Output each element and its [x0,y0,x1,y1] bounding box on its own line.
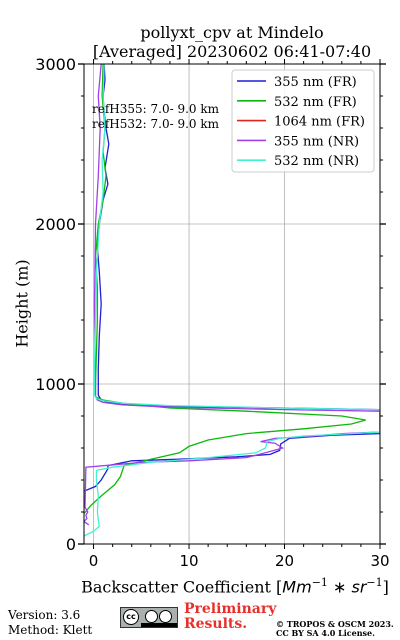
x-tick-label: 30 [370,552,389,570]
chart-subtitle: [Averaged] 20230602 06:41-07:40 [92,42,372,61]
legend-label: 355 nm (FR) [274,75,357,90]
preliminary-notice: Preliminary Results. [184,601,277,632]
chart-title: pollyxt_cpv at Mindelo [140,23,324,42]
legend: 355 nm (FR) 532 nm (FR) 1064 nm (FR) 355 nm… [231,69,375,173]
reference-height-annotation: refH532: 7.0- 9.0 km [92,117,220,131]
legend-label: 1064 nm (FR) [274,115,365,130]
reference-height-annotation: refH355: 7.0- 9.0 km [92,102,220,116]
x-axis-label: Backscatter Coefficient [Mm−1 ∗ sr−1] [81,576,389,597]
cc-by-sa-badge-icon: cc [120,607,178,628]
x-tick-label: 20 [275,552,294,570]
legend-label: 532 nm (FR) [274,95,357,110]
series-line-355-nm-fr- [84,64,380,492]
legend-box [231,69,375,173]
plot-frame [83,63,381,545]
series-lines [84,64,380,537]
x-tick-label: 0 [89,552,99,570]
legend-label: 355 nm (NR) [274,134,359,149]
axis-ticks [78,59,386,549]
y-tick-label: 1000 [35,375,76,394]
x-tick-label: 10 [179,552,198,570]
version-text: Version: 3.6 [8,608,81,622]
copyright-notice: © TROPOS & OSCM 2023. CC BY SA 4.0 Licens… [276,619,394,638]
y-tick-label: 3000 [35,55,76,74]
method-text: Method: Klett [8,623,93,637]
tick-labels: 0 10 20 30 0 1000 2000 3000 [35,55,389,570]
y-axis-label: Height (m) [12,259,32,348]
y-tick-label: 2000 [35,215,76,234]
legend-label: 532 nm (NR) [274,154,359,169]
y-tick-label: 0 [66,535,76,554]
series-line-532-nm-nr- [84,64,380,537]
